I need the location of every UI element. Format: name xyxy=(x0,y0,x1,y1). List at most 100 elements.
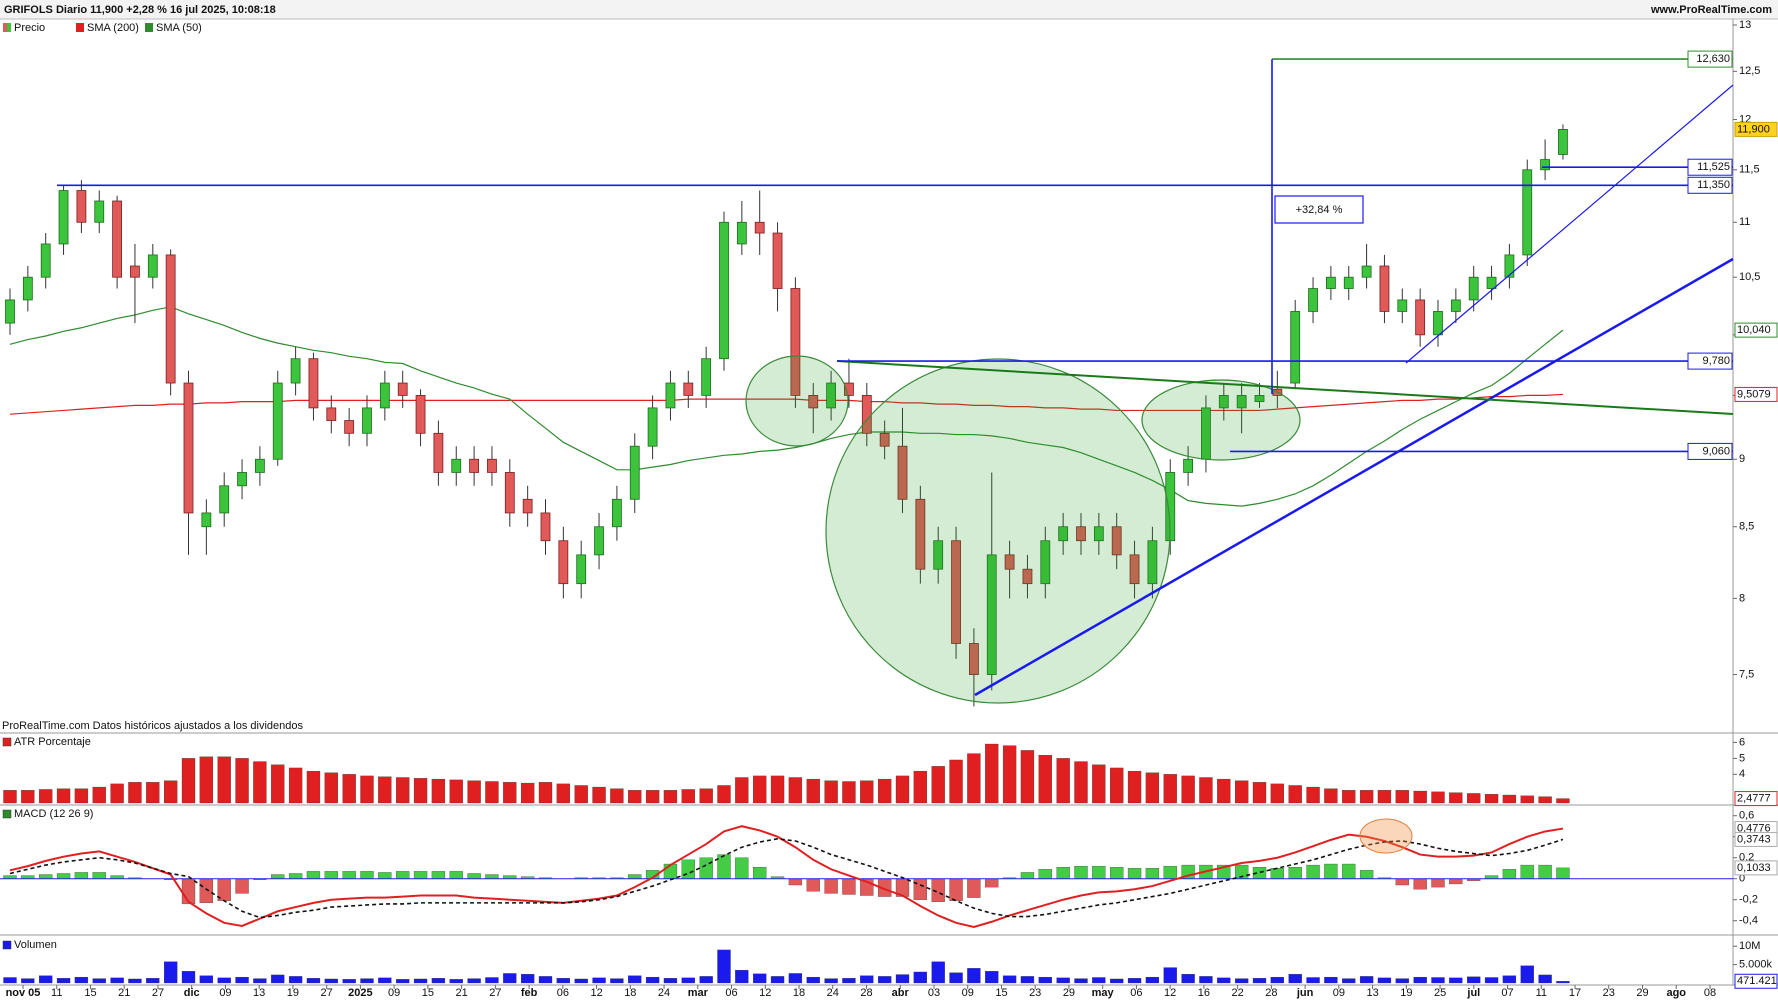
bar xyxy=(1342,978,1356,984)
bar xyxy=(92,978,106,984)
legend-icon xyxy=(7,23,11,32)
bar xyxy=(628,790,642,804)
candle-body xyxy=(451,458,462,473)
level-label-box xyxy=(1687,176,1733,194)
x-tick-label: 13 xyxy=(1366,987,1378,999)
candle-body xyxy=(844,382,854,396)
level-label: 9,060 xyxy=(1702,445,1730,457)
source: www.ProRealTime.com xyxy=(1650,4,1772,16)
y-tick-label: 11,5 xyxy=(1739,164,1760,176)
candle-body xyxy=(772,232,783,289)
bar xyxy=(467,978,481,984)
candle-body xyxy=(1468,276,1479,301)
y-tick-label: 5 xyxy=(1739,752,1745,764)
bar xyxy=(1127,978,1142,984)
bar xyxy=(1538,796,1552,804)
x-tick-label: ago xyxy=(1666,987,1686,999)
bar xyxy=(1235,780,1249,804)
candle-body xyxy=(40,243,51,278)
last-price-tag: 11,900 xyxy=(1737,123,1770,135)
bar xyxy=(1520,965,1534,984)
candle-body xyxy=(1040,540,1051,585)
level-label: 9,780 xyxy=(1702,355,1730,367)
histogram-bar xyxy=(1127,868,1142,879)
bar xyxy=(378,776,392,804)
candle-body xyxy=(647,407,658,447)
candle-body xyxy=(1093,526,1104,542)
bar xyxy=(538,976,553,984)
histogram-bar xyxy=(913,878,927,900)
histogram-bar xyxy=(56,873,71,879)
candle-body xyxy=(58,190,69,245)
histogram-bar xyxy=(271,874,285,879)
bar xyxy=(681,977,695,984)
pattern-circle xyxy=(745,355,849,447)
header-bar xyxy=(0,0,1778,19)
x-tick-label: 28 xyxy=(860,987,872,999)
bar xyxy=(1342,790,1356,804)
bar xyxy=(449,779,463,804)
x-tick-label: 22 xyxy=(1232,987,1244,999)
histogram-bar xyxy=(1092,865,1106,879)
candle-body xyxy=(1415,299,1426,336)
bar xyxy=(128,978,142,984)
candle-body xyxy=(1522,169,1533,256)
histogram-bar xyxy=(485,874,499,879)
bar xyxy=(396,777,410,804)
candle-body xyxy=(969,643,979,675)
x-tick-label: 27 xyxy=(321,987,333,999)
candle-body xyxy=(397,382,408,396)
bar xyxy=(39,975,53,984)
bar xyxy=(931,961,945,984)
bar xyxy=(895,775,910,804)
histogram-bar xyxy=(396,871,410,879)
candle-body xyxy=(665,382,676,409)
bar xyxy=(56,788,71,804)
legend-label: Precio xyxy=(14,22,45,34)
bar xyxy=(1163,774,1177,804)
bar xyxy=(56,978,71,984)
candle-body xyxy=(754,221,765,234)
candle-body xyxy=(1236,395,1247,409)
histogram-bar xyxy=(1306,864,1320,879)
bar xyxy=(681,789,695,804)
trend-line xyxy=(974,257,1734,697)
bar xyxy=(1359,790,1374,804)
last-value-tag: 2,4777 xyxy=(1737,792,1771,804)
bar xyxy=(806,976,820,984)
bar xyxy=(146,978,160,984)
bar xyxy=(699,976,713,984)
bar xyxy=(985,743,999,804)
x-tick-label: mar xyxy=(688,987,709,999)
candle-body xyxy=(433,432,444,473)
bar xyxy=(824,978,838,984)
candle-body xyxy=(951,540,961,644)
sma-tag: 9,5079 xyxy=(1737,388,1771,400)
bar xyxy=(1199,976,1213,984)
candle-body xyxy=(1004,554,1015,570)
candle-body xyxy=(1433,311,1443,336)
bar xyxy=(1502,975,1517,984)
y-tick-label: 10M xyxy=(1739,940,1760,952)
bar xyxy=(431,978,446,984)
bar xyxy=(288,976,303,984)
bar xyxy=(931,766,945,804)
candle-body xyxy=(1343,276,1354,289)
bar xyxy=(806,778,820,804)
x-tick-label: 12 xyxy=(759,987,771,999)
x-tick-label: 2025 xyxy=(348,987,372,999)
candle-body xyxy=(112,200,122,278)
candle-body xyxy=(415,395,426,434)
histogram-bar xyxy=(1270,868,1284,879)
histogram-bar xyxy=(431,871,446,879)
x-tick-label: 23 xyxy=(1029,987,1041,999)
x-tick-label: 06 xyxy=(725,987,737,999)
y-tick-label: 11 xyxy=(1739,216,1750,228)
bar xyxy=(556,978,570,984)
bar xyxy=(1556,798,1570,804)
pattern-circle xyxy=(1141,379,1301,461)
bar xyxy=(842,978,856,984)
bar xyxy=(1163,967,1177,984)
x-tick-label: 09 xyxy=(962,987,974,999)
